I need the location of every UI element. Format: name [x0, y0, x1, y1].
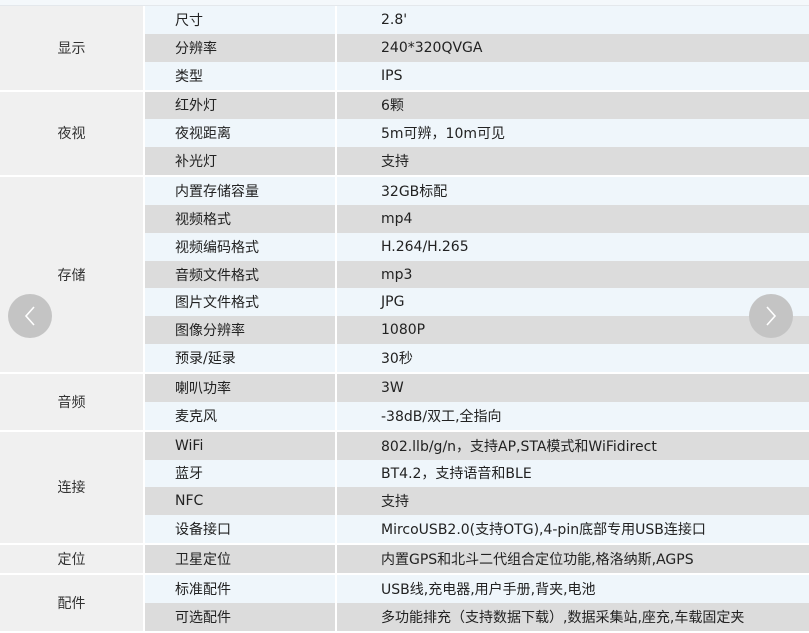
spec-label: 尺寸: [145, 6, 337, 34]
table-row: 喇叭功率 3W: [145, 373, 809, 402]
group-name: 配件: [0, 574, 145, 631]
chevron-right-icon: [766, 306, 777, 326]
spec-value: 2.8': [381, 11, 408, 28]
spec-value: 多功能排充（支持数据下载）,数据采集站,座充,车载固定夹: [381, 609, 745, 626]
spec-value: 支持: [381, 494, 409, 511]
spec-group: 夜视 红外灯 6颗夜视距离 5m可辨，10m可见补光灯 支持: [0, 91, 809, 178]
top-strip: [0, 0, 809, 6]
spec-label: 类型: [145, 61, 337, 90]
group-name: 夜视: [0, 91, 145, 176]
group-name: 定位: [0, 545, 145, 573]
table-row: 尺寸 2.8': [145, 6, 809, 34]
spec-group: 音频 喇叭功率 3W 麦克风 -38dB/双工,全指向: [0, 373, 809, 432]
spec-label: 图片文件格式: [145, 288, 337, 317]
table-row: 预录/延录 30秒: [145, 344, 809, 372]
spec-value: -38dB/双工,全指向: [381, 408, 502, 425]
spec-label: 卫星定位: [145, 545, 337, 573]
spec-value: mp3: [381, 266, 413, 283]
table-row: 红外灯 6颗: [145, 91, 809, 120]
spec-value: 32GB标配: [381, 183, 448, 200]
table-row: 麦克风 -38dB/双工,全指向: [145, 401, 809, 430]
spec-label: 预录/延录: [145, 344, 337, 372]
spec-label: 可选配件: [145, 602, 337, 631]
table-row: 标准配件 USB线,充电器,用户手册,背夹,电池: [145, 574, 809, 603]
spec-label: 分辨率: [145, 33, 337, 62]
spec-value: 3W: [381, 379, 404, 396]
spec-value: BT4.2，支持语音和BLE: [381, 466, 532, 483]
spec-label: 标准配件: [145, 574, 337, 603]
next-button[interactable]: [749, 294, 793, 338]
spec-value: 内置GPS和北斗二代组合定位功能,格洛纳斯,AGPS: [381, 551, 694, 568]
table-row: 可选配件 多功能排充（支持数据下载）,数据采集站,座充,车载固定夹: [145, 602, 809, 631]
spec-label: 音频文件格式: [145, 260, 337, 289]
spec-group: 定位 卫星定位 内置GPS和北斗二代组合定位功能,格洛纳斯,AGPS: [0, 545, 809, 575]
table-row: NFC 支持: [145, 487, 809, 516]
table-row: 夜视距离 5m可辨，10m可见: [145, 119, 809, 148]
spec-value: 802.llb/g/n，支持AP,STA模式和WiFidirect: [381, 438, 657, 455]
spec-value: 1080P: [381, 322, 426, 339]
spec-group: 连接 WiFi 802.llb/g/n，支持AP,STA模式和WiFidirect 蓝…: [0, 431, 809, 546]
table-row: 卫星定位 内置GPS和北斗二代组合定位功能,格洛纳斯,AGPS: [145, 545, 809, 573]
spec-value: USB线,充电器,用户手册,背夹,电池: [381, 581, 596, 598]
group-name: 连接: [0, 431, 145, 544]
spec-label: 蓝牙: [145, 459, 337, 488]
spec-value: MircoUSB2.0(支持OTG),4-pin底部专用USB连接口: [381, 522, 706, 539]
prev-button[interactable]: [8, 294, 52, 338]
group-name: 存储: [0, 177, 145, 372]
table-row: WiFi 802.llb/g/n，支持AP,STA模式和WiFidirect: [145, 431, 809, 460]
group-name: 显示: [0, 6, 145, 90]
spec-label: 视频编码格式: [145, 232, 337, 261]
spec-label: 喇叭功率: [145, 373, 337, 402]
spec-value: 240*320QVGA: [381, 39, 483, 56]
spec-table: 显示 尺寸 2.8' 分辨率 240*320QVGA 类型 IPS 夜视 红外灯 6颗夜视距离 5m…: [0, 6, 809, 633]
table-row: 图像分辨率 1080P: [145, 316, 809, 345]
spec-label: NFC: [145, 487, 337, 516]
spec-group: 显示 尺寸 2.8' 分辨率 240*320QVGA 类型 IPS: [0, 6, 809, 92]
table-row: 补光灯 支持: [145, 147, 809, 176]
table-row: 视频格式 mp4: [145, 204, 809, 233]
spec-value: 6颗: [381, 98, 404, 115]
spec-group: 存储 内置存储容量 32GB标配视频格式 mp4 视频编码格式 H.264/H.265 音频…: [0, 177, 809, 374]
spec-value: mp4: [381, 210, 413, 227]
spec-label: WiFi: [145, 431, 337, 460]
spec-label: 视频格式: [145, 204, 337, 233]
table-row: 音频文件格式 mp3: [145, 260, 809, 289]
spec-label: 设备接口: [145, 515, 337, 544]
spec-label: 夜视距离: [145, 119, 337, 148]
spec-value: 5m可辨，10m可见: [381, 126, 505, 143]
spec-label: 图像分辨率: [145, 316, 337, 345]
spec-value: JPG: [381, 294, 405, 311]
spec-label: 红外灯: [145, 91, 337, 120]
spec-value: H.264/H.265: [381, 238, 469, 255]
spec-value: IPS: [381, 67, 403, 84]
table-row: 设备接口 MircoUSB2.0(支持OTG),4-pin底部专用USB连接口: [145, 515, 809, 544]
chevron-left-icon: [24, 306, 35, 326]
spec-label: 内置存储容量: [145, 177, 337, 205]
spec-group: 配件 标准配件 USB线,充电器,用户手册,背夹,电池可选配件 多功能排充（支持数据下…: [0, 574, 809, 633]
spec-value: 30秒: [381, 351, 413, 368]
spec-value: 支持: [381, 154, 409, 171]
table-row: 类型 IPS: [145, 61, 809, 90]
table-row: 分辨率 240*320QVGA: [145, 33, 809, 62]
table-row: 视频编码格式 H.264/H.265: [145, 232, 809, 261]
table-row: 图片文件格式 JPG: [145, 288, 809, 317]
spec-label: 麦克风: [145, 401, 337, 430]
table-row: 内置存储容量 32GB标配: [145, 177, 809, 205]
spec-label: 补光灯: [145, 147, 337, 176]
group-name: 音频: [0, 373, 145, 430]
table-row: 蓝牙 BT4.2，支持语音和BLE: [145, 459, 809, 488]
